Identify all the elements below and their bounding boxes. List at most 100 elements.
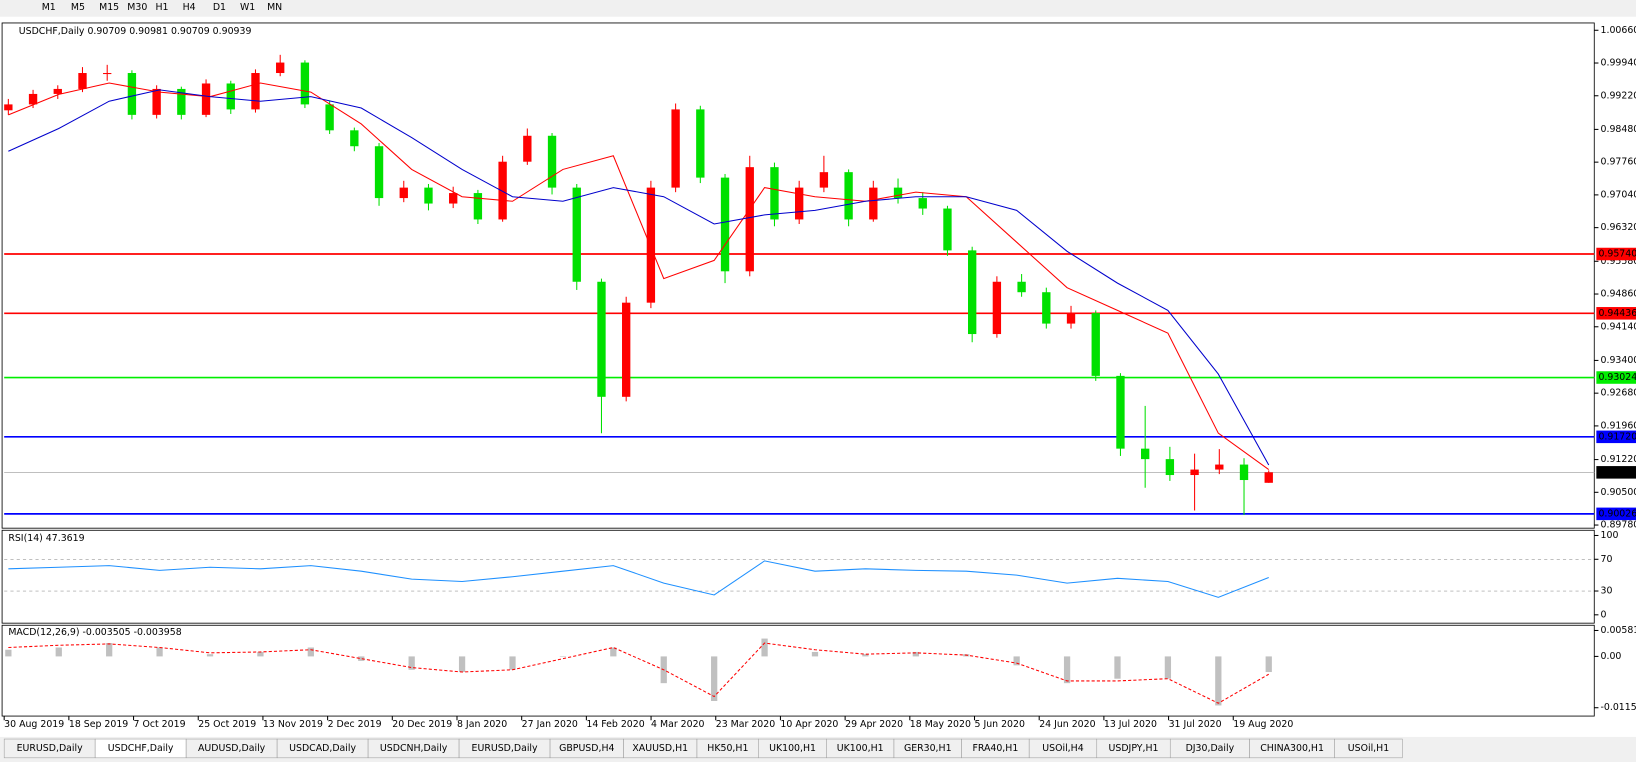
rsi-tick-label: 70 — [1601, 554, 1613, 565]
y-tick-label: 0.93400 — [1601, 355, 1636, 366]
candle-body — [572, 187, 581, 282]
candle-body — [1264, 472, 1273, 483]
tab-label[interactable]: GBPUSD,H4 — [559, 743, 614, 754]
macd-bar — [106, 643, 113, 657]
candle-body — [1165, 459, 1175, 476]
tab-label[interactable]: HK50,H1 — [707, 743, 748, 754]
tab-label[interactable]: GER30,H1 — [904, 743, 952, 754]
timeframe-button[interactable]: M5 — [71, 2, 85, 13]
tab[interactable] — [1334, 738, 1403, 759]
macd-bar — [408, 656, 415, 670]
macd-bar — [559, 656, 567, 657]
candle-body — [745, 167, 754, 272]
moving-average — [8, 82, 1270, 470]
x-tick-label: 30 Aug 2019 — [4, 719, 64, 730]
candle-body — [399, 187, 408, 199]
tab-label[interactable]: EURUSD,Daily — [472, 743, 538, 754]
candle-body — [523, 135, 532, 162]
macd-panel — [1, 624, 1595, 717]
candle-body — [795, 187, 804, 220]
tab-label[interactable]: XAUUSD,H1 — [632, 743, 688, 754]
tab-label[interactable]: EURUSD,Daily — [17, 743, 83, 754]
timeframe-button[interactable]: H4 — [183, 2, 196, 13]
tab-label[interactable]: USDCAD,Daily — [289, 743, 356, 754]
macd-bar — [610, 647, 617, 657]
tab-label[interactable]: CHINA300,H1 — [1260, 743, 1324, 754]
macd-bar — [1265, 656, 1272, 673]
candle-body — [201, 83, 211, 115]
x-tick-label: 2 Dec 2019 — [328, 719, 382, 730]
current-price-label: 0.90939 — [1598, 467, 1636, 478]
x-tick-label: 13 Jul 2020 — [1104, 719, 1157, 730]
y-tick-label: 0.94140 — [1601, 321, 1636, 332]
level-label: 0.90026 — [1598, 508, 1636, 519]
tab-label[interactable]: FRA40,H1 — [972, 743, 1018, 754]
timeframe-button[interactable]: D1 — [213, 2, 226, 13]
x-tick-label: 27 Jan 2020 — [522, 719, 578, 730]
candle-body — [226, 83, 235, 110]
x-tick-label: 8 Jan 2020 — [457, 719, 507, 730]
tab-label[interactable]: USDJPY,H1 — [1109, 743, 1159, 754]
x-tick-label: 24 Jun 2020 — [1039, 719, 1095, 730]
tab-label[interactable]: USDCHF,Daily — [108, 743, 174, 754]
candle-body — [1066, 313, 1076, 324]
level-label-bg — [1596, 507, 1636, 521]
candle-body — [78, 73, 87, 89]
candle-body — [152, 88, 161, 115]
candle-body — [622, 302, 631, 397]
y-tick-label: 0.99940 — [1601, 58, 1636, 69]
x-tick-label: 23 Mar 2020 — [716, 719, 775, 730]
candle-body — [869, 187, 878, 220]
tab-label[interactable]: UK100,H1 — [769, 743, 816, 754]
y-tick-label: 0.94860 — [1601, 289, 1636, 300]
candle-body — [819, 172, 829, 188]
macd-bar — [811, 651, 819, 657]
macd-bar — [912, 651, 919, 657]
timeframe-button[interactable]: H1 — [155, 2, 168, 13]
candle-body — [350, 130, 359, 147]
timeframe-button[interactable]: M15 — [99, 2, 119, 13]
candle-body — [1215, 464, 1224, 470]
x-tick-label: 18 May 2020 — [910, 719, 971, 730]
candle-body — [103, 73, 112, 75]
candle-body — [127, 73, 137, 115]
tab-label[interactable]: AUDUSD,Daily — [198, 743, 266, 754]
macd-bar — [257, 651, 264, 657]
macd-tick-label: 0.005818 — [1601, 625, 1636, 636]
candle-body — [1116, 375, 1125, 449]
rsi-tick-label: 100 — [1601, 530, 1619, 541]
y-tick-label: 0.97040 — [1601, 189, 1636, 200]
macd-bar — [206, 654, 214, 657]
timeframe-button[interactable]: M30 — [127, 2, 147, 13]
candle-body — [276, 62, 285, 74]
macd-bar — [1215, 656, 1222, 706]
macd-bar — [509, 656, 516, 670]
x-tick-label: 4 Mar 2020 — [651, 719, 704, 730]
main-panel — [1, 22, 1595, 529]
candle-body — [300, 62, 310, 105]
timeframe-button[interactable]: M1 — [42, 2, 56, 13]
macd-title: MACD(12,26,9) -0.003505 -0.003958 — [8, 627, 181, 638]
timeframe-button[interactable]: W1 — [240, 2, 255, 13]
y-tick-label: 0.91220 — [1601, 454, 1636, 465]
candle-body — [374, 146, 384, 199]
level-label-bg — [1596, 247, 1636, 261]
macd-bar — [711, 656, 718, 701]
macd-bar — [307, 647, 314, 657]
y-tick-label: 0.89780 — [1601, 520, 1636, 531]
moving-average — [8, 89, 1270, 466]
candle-body — [943, 208, 952, 251]
y-tick-label: 0.95580 — [1601, 256, 1636, 267]
timeframe-button[interactable]: MN — [267, 2, 282, 13]
candle-body — [473, 193, 483, 220]
tab-label[interactable]: USOil,H1 — [1348, 743, 1389, 754]
macd-bar — [358, 656, 365, 661]
tab-label[interactable]: UK100,H1 — [837, 743, 884, 754]
tab-label[interactable]: DJ30,Daily — [1186, 743, 1235, 754]
x-tick-label: 18 Sep 2019 — [69, 719, 128, 730]
x-tick-label: 20 Dec 2019 — [392, 719, 452, 730]
tab-label[interactable]: USDCNH,Daily — [380, 743, 448, 754]
tab-label[interactable]: USOil,H4 — [1042, 743, 1083, 754]
